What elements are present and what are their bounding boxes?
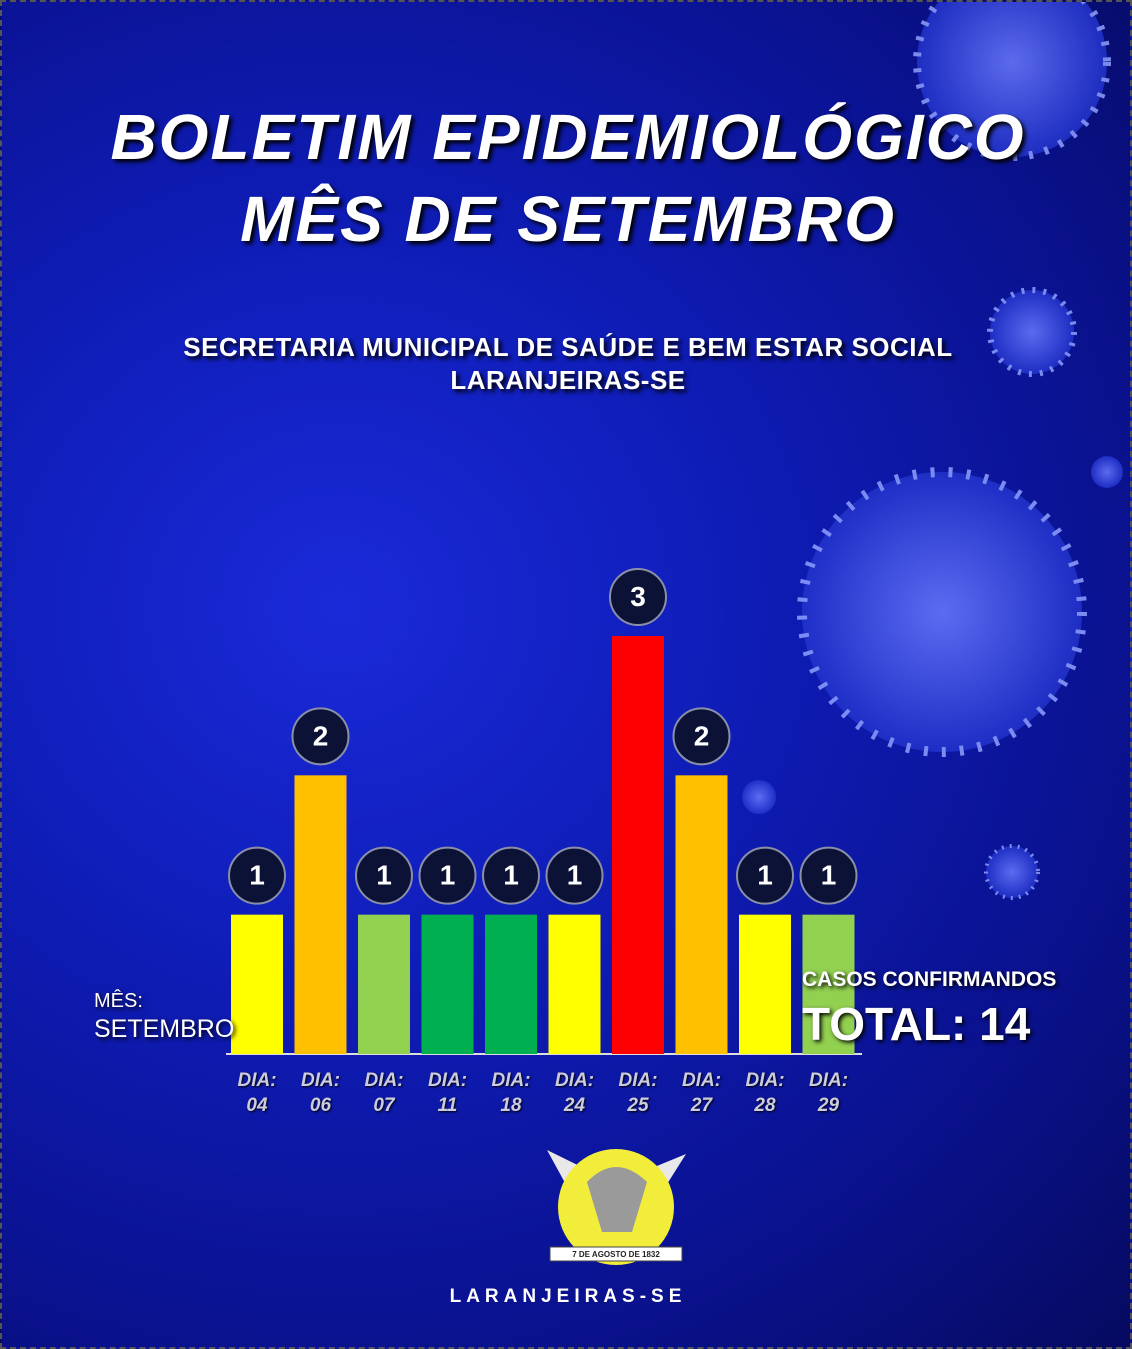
bar <box>676 775 728 1054</box>
title: MÊS DE SETEMBRO <box>2 182 1132 256</box>
footer: LARANJEIRAS-SE <box>2 1286 1132 1308</box>
x-tick-label: DIA: 25 <box>614 1068 662 1118</box>
bar <box>422 915 474 1054</box>
x-tick-label: DIA: 11 <box>424 1068 472 1118</box>
logo: 7 DE AGOSTO DE 1832 <box>547 1149 686 1265</box>
x-tick-label: DIA: 07 <box>360 1068 408 1118</box>
value-label: 1 <box>249 860 265 891</box>
logo-text: 7 DE AGOSTO DE 1832 <box>572 1250 660 1259</box>
bar <box>739 915 791 1054</box>
month-label: MÊS: <box>94 990 143 1013</box>
value-label: 1 <box>503 860 519 891</box>
value-label: 2 <box>313 720 329 751</box>
value-label: 1 <box>821 860 837 891</box>
subtitle: SECRETARIA MUNICIPAL DE SAÚDE E BEM ESTA… <box>2 332 1132 363</box>
bar <box>549 915 601 1054</box>
value-label: 1 <box>757 860 773 891</box>
subtitle: LARANJEIRAS-SE <box>2 365 1132 396</box>
bar <box>231 915 283 1054</box>
poster: 7 DE AGOSTO DE 1832 1 2 1 1 1 1 3 2 1 1 BOLETIM E… <box>0 0 1132 1349</box>
x-tick-label: DIA: 06 <box>297 1068 345 1118</box>
bar <box>358 915 410 1054</box>
x-tick-label: DIA: 24 <box>551 1068 599 1118</box>
cases-label: CASOS CONFIRMANDOS <box>802 968 1056 992</box>
x-tick-label: DIA: 18 <box>487 1068 535 1118</box>
bar <box>485 915 537 1054</box>
x-tick-label: DIA: 28 <box>741 1068 789 1118</box>
title: BOLETIM EPIDEMIOLÓGICO <box>2 100 1132 174</box>
value-label: 3 <box>630 581 646 612</box>
x-tick-label: DIA: 27 <box>678 1068 726 1118</box>
value-label: 1 <box>440 860 456 891</box>
total: TOTAL: 14 <box>802 997 1030 1051</box>
bar <box>295 775 347 1054</box>
month: SETEMBRO <box>94 1015 234 1044</box>
value-label: 1 <box>376 860 392 891</box>
x-tick-label: DIA: 04 <box>233 1068 281 1118</box>
value-label: 1 <box>567 860 583 891</box>
value-label: 2 <box>694 720 710 751</box>
bar <box>612 636 664 1054</box>
x-tick-label: DIA: 29 <box>805 1068 853 1118</box>
